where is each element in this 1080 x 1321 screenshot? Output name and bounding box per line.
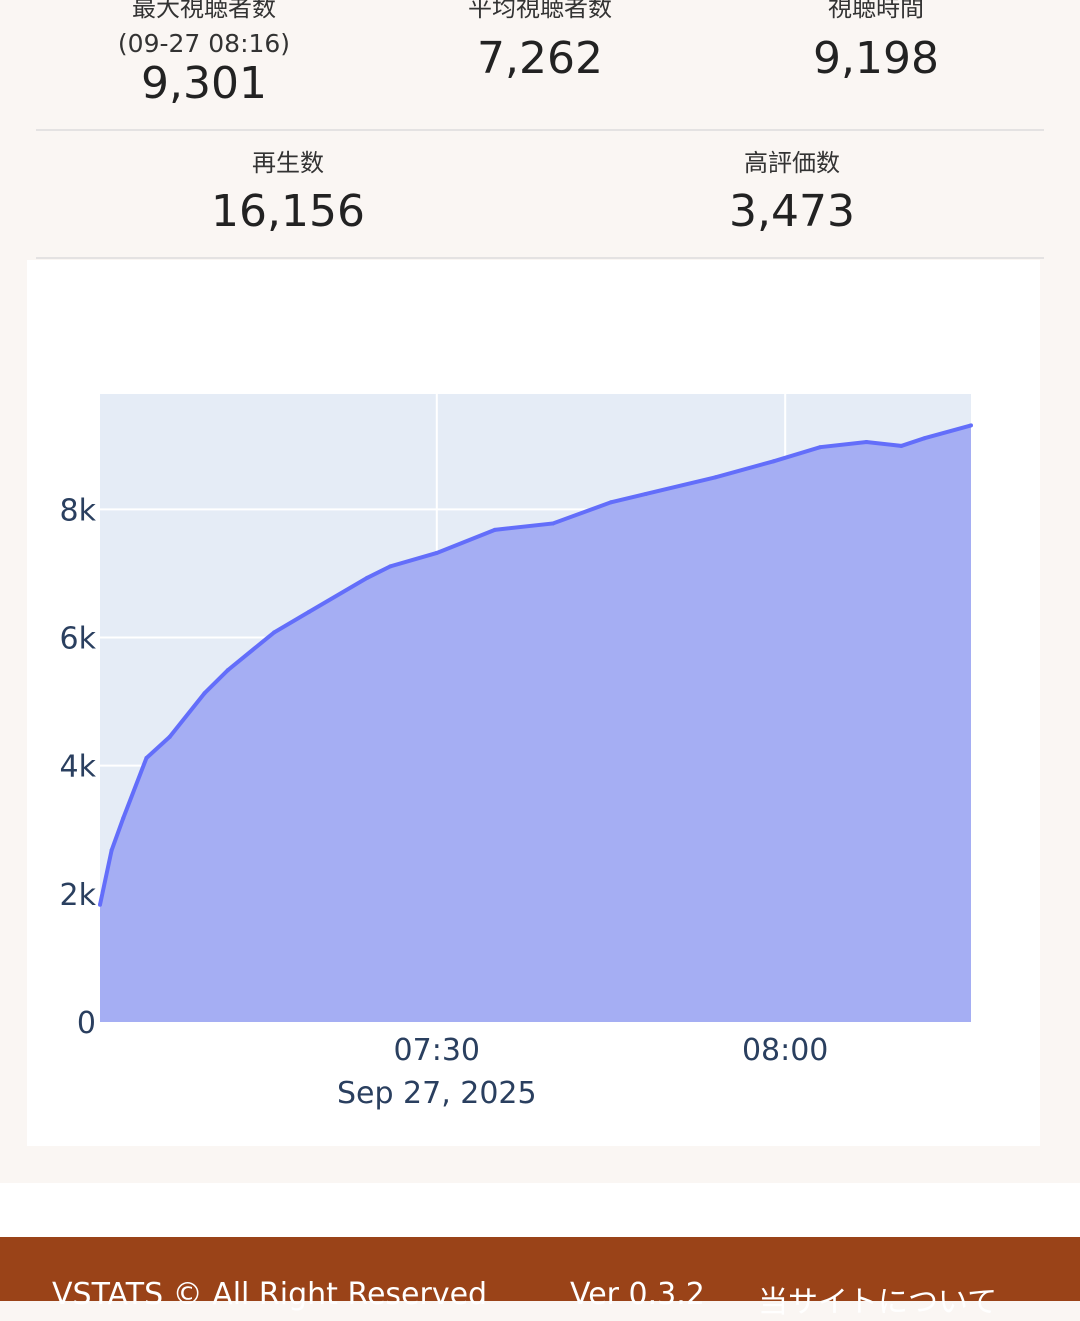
stat-label: 平均視聴者数 bbox=[468, 0, 612, 22]
x-tick-label: 07:30 bbox=[394, 1033, 480, 1068]
stat-value: 3,473 bbox=[729, 186, 855, 237]
data-point[interactable] bbox=[550, 521, 555, 526]
series-area bbox=[100, 425, 971, 1022]
y-tick-label: 4k bbox=[60, 750, 97, 785]
data-point[interactable] bbox=[272, 630, 277, 635]
data-point[interactable] bbox=[144, 755, 149, 760]
y-tick-label: 2k bbox=[60, 878, 97, 913]
stat-avg-viewers: 平均視聴者数 7,262 bbox=[440, 0, 640, 84]
stat-label: 最大視聴者数 bbox=[132, 0, 276, 22]
data-point[interactable] bbox=[307, 609, 312, 614]
y-tick-label: 0 bbox=[77, 1006, 96, 1041]
data-point[interactable] bbox=[969, 423, 973, 428]
data-point[interactable] bbox=[434, 550, 439, 555]
data-point[interactable] bbox=[922, 436, 927, 441]
data-point[interactable] bbox=[121, 816, 126, 821]
data-point[interactable] bbox=[771, 459, 776, 464]
stat-value: 16,156 bbox=[211, 186, 365, 237]
stat-peak-time: (09-27 08:16) bbox=[117, 29, 291, 58]
data-point[interactable] bbox=[643, 491, 648, 496]
data-point[interactable] bbox=[492, 527, 497, 532]
stats-row-1: 最大視聴者数 (09-27 08:16) 9,301 平均視聴者数 7,262 … bbox=[36, 0, 1044, 131]
chart-svg[interactable]: 0 2k 4k 6k 8k 07:30 08:00 Sep 27, 2025 bbox=[27, 260, 1040, 1146]
y-tick-label: 6k bbox=[60, 622, 97, 657]
stat-label: 視聴時間 bbox=[828, 0, 924, 22]
stat-watch-time: 視聴時間 9,198 bbox=[776, 0, 976, 84]
stat-value: 7,262 bbox=[477, 33, 603, 84]
stat-max-viewers: 最大視聴者数 (09-27 08:16) 9,301 bbox=[104, 0, 304, 109]
stat-value: 9,301 bbox=[141, 58, 267, 109]
footer: VSTATS © All Right Reserved Ver 0.3.2 当サ… bbox=[0, 1237, 1080, 1320]
stat-label: 再生数 bbox=[252, 149, 324, 177]
footer-copyright: VSTATS © All Right Reserved bbox=[52, 1277, 488, 1312]
data-point[interactable] bbox=[818, 445, 823, 450]
data-point[interactable] bbox=[365, 575, 370, 580]
data-point[interactable] bbox=[225, 668, 230, 673]
data-point[interactable] bbox=[388, 564, 393, 569]
data-point[interactable] bbox=[167, 734, 172, 739]
footer-about-link[interactable]: 当サイトについて bbox=[758, 1285, 998, 1320]
stat-label: 高評価数 bbox=[744, 149, 840, 177]
stat-views: 再生数 16,156 bbox=[188, 143, 388, 237]
data-point[interactable] bbox=[98, 902, 102, 907]
footer-version: Ver 0.3.2 bbox=[570, 1277, 705, 1312]
data-point[interactable] bbox=[864, 440, 869, 445]
stats-row-2: 再生数 16,156 高評価数 3,473 bbox=[36, 131, 1044, 259]
spacer bbox=[0, 1183, 1080, 1237]
data-point[interactable] bbox=[202, 691, 207, 696]
data-point[interactable] bbox=[713, 475, 718, 480]
y-tick-label: 8k bbox=[60, 493, 97, 528]
stat-likes: 高評価数 3,473 bbox=[692, 143, 892, 237]
data-point[interactable] bbox=[899, 443, 904, 448]
stat-value: 9,198 bbox=[813, 33, 939, 84]
data-point[interactable] bbox=[109, 848, 114, 853]
data-point[interactable] bbox=[608, 500, 613, 505]
viewers-chart[interactable]: 0 2k 4k 6k 8k 07:30 08:00 Sep 27, 2025 bbox=[27, 260, 1040, 1146]
x-axis-date-label: Sep 27, 2025 bbox=[337, 1076, 537, 1111]
x-tick-label: 08:00 bbox=[742, 1033, 828, 1068]
